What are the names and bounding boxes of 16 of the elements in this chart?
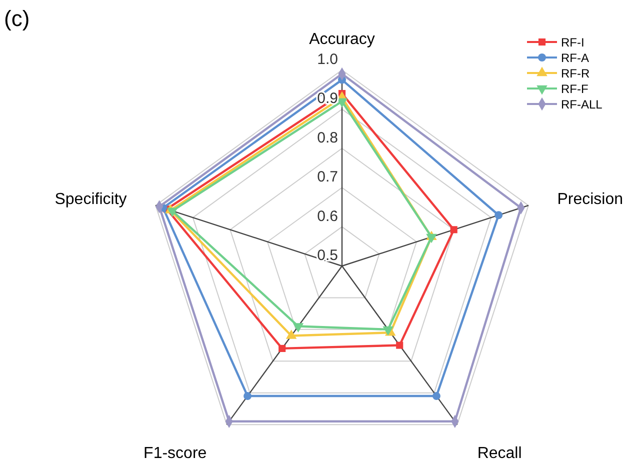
y-tick-label: 0.8 [317,129,338,146]
spoke-label: Precision [557,191,624,208]
legend-label: RF-A [561,51,589,65]
chart-title: (c) [4,6,30,31]
spoke-label: F1-score [144,444,207,462]
legend-label: RF-I [561,36,584,50]
legend-label: RF-R [561,66,590,80]
legend-label: RF-ALL [561,98,603,112]
y-tick-label: 0.7 [317,168,338,186]
y-tick-label: 0.6 [317,208,338,225]
spoke-label: Specificity [54,191,127,208]
y-tick-label: 1.0 [317,51,338,68]
spoke-label: Recall [477,444,522,462]
y-tick-label: 0.5 [317,247,338,264]
spoke-label: Accuracy [309,31,375,48]
legend-label: RF-F [561,82,588,96]
